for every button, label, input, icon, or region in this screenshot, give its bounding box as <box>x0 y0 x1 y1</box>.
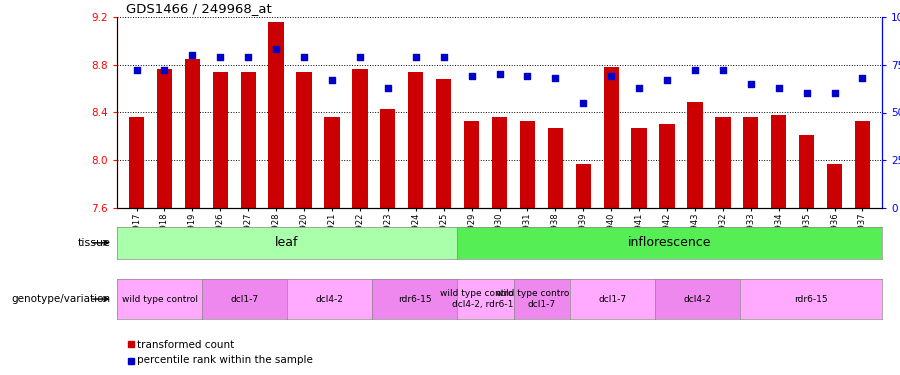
Point <box>548 75 562 81</box>
Bar <box>491 117 508 208</box>
Point <box>492 71 507 77</box>
Bar <box>855 121 870 208</box>
Point <box>743 81 758 87</box>
Bar <box>436 79 451 208</box>
Bar <box>240 72 256 208</box>
Point <box>827 90 842 96</box>
Text: transformed count: transformed count <box>137 340 234 350</box>
Point <box>771 85 786 91</box>
Point <box>353 54 367 60</box>
Point <box>520 73 535 79</box>
Text: dcl1-7: dcl1-7 <box>598 295 627 304</box>
Bar <box>268 22 284 208</box>
Point <box>269 46 284 53</box>
Text: genotype/variation: genotype/variation <box>12 294 111 304</box>
Bar <box>464 121 480 208</box>
Bar <box>296 72 311 208</box>
Bar <box>660 124 675 208</box>
Bar <box>184 59 200 208</box>
Point <box>241 54 256 60</box>
Text: dcl4-2: dcl4-2 <box>684 295 712 304</box>
Bar <box>519 121 536 208</box>
Bar <box>576 164 591 208</box>
Text: percentile rank within the sample: percentile rank within the sample <box>137 355 312 365</box>
Bar <box>716 117 731 208</box>
Bar <box>157 69 172 208</box>
Point <box>381 85 395 91</box>
Point <box>716 68 730 74</box>
Text: inflorescence: inflorescence <box>628 236 711 249</box>
Bar <box>408 72 423 208</box>
Point <box>130 68 144 74</box>
Point <box>660 77 674 83</box>
Point <box>604 73 618 79</box>
Text: leaf: leaf <box>275 236 299 249</box>
Point <box>185 52 200 58</box>
Point <box>436 54 451 60</box>
Point <box>409 54 423 60</box>
Text: tissue: tissue <box>77 238 111 248</box>
Point <box>325 77 339 83</box>
Point <box>855 75 869 81</box>
Text: wild type control for
dcl4-2, rdr6-15: wild type control for dcl4-2, rdr6-15 <box>439 290 531 309</box>
Bar <box>324 117 339 208</box>
Bar <box>212 72 228 208</box>
Text: GDS1466 / 249968_at: GDS1466 / 249968_at <box>126 2 272 15</box>
Text: rdr6-15: rdr6-15 <box>398 295 431 304</box>
Bar <box>380 109 395 208</box>
Bar <box>632 128 647 208</box>
Bar <box>604 67 619 208</box>
Bar <box>743 117 759 208</box>
Text: rdr6-15: rdr6-15 <box>795 295 828 304</box>
Bar <box>548 128 563 208</box>
Point <box>576 100 590 106</box>
Bar <box>129 117 144 208</box>
Bar <box>771 115 787 208</box>
Bar <box>827 164 842 208</box>
Point <box>799 90 814 96</box>
Point <box>158 68 172 74</box>
Point <box>297 54 311 60</box>
Text: dcl1-7: dcl1-7 <box>230 295 258 304</box>
Text: dcl4-2: dcl4-2 <box>316 295 344 304</box>
Point <box>213 54 228 60</box>
Point <box>688 68 702 74</box>
Bar <box>799 135 815 208</box>
Text: wild type control for
dcl1-7: wild type control for dcl1-7 <box>496 290 588 309</box>
Bar <box>688 102 703 208</box>
Text: wild type control: wild type control <box>122 295 197 304</box>
Point <box>464 73 479 79</box>
Bar <box>352 69 367 208</box>
Point <box>632 85 646 91</box>
